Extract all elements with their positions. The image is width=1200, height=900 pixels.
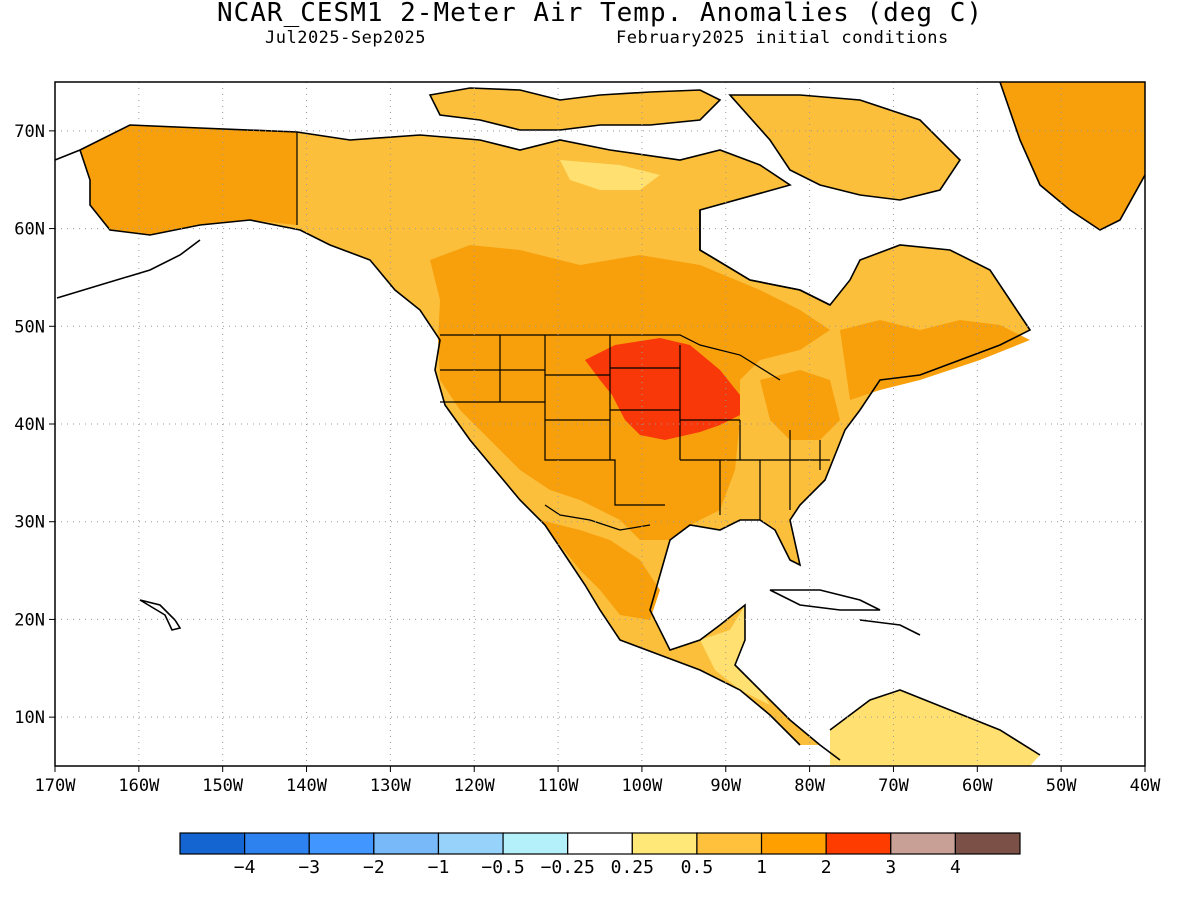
longitude-tick-label: 70W [878,776,909,796]
colorbar-swatch [567,832,633,855]
longitude-ticks: 170W 160W 150W 140W 130W 120W 110W 100W 90W 80W 70… [35,766,1161,796]
colorbar-label: 0.5 [681,857,714,878]
longitude-tick-label: 140W [286,776,328,796]
longitude-tick-label: 60W [962,776,993,796]
colorbar-swatch [179,832,246,855]
colorbar-swatch [825,832,892,855]
colorbar-label: 2 [821,857,832,878]
anomaly-0-25-to-0-5 [560,160,770,705]
map-title: NCAR_CESM1 2-Meter Air Temp. Anomalies (… [216,0,984,28]
initial-conditions: February2025 initial conditions [616,28,949,48]
colorbar-label: 1 [756,857,767,878]
colorbar-label: −3 [298,857,320,878]
colorbar-label: −2 [363,857,385,878]
latitude-tick-label: 70N [14,122,45,142]
colorbar-swatch [954,832,1021,855]
coastlines [55,82,1145,761]
colorbar-swatch [890,832,956,855]
anomaly-2-to-3 [585,338,740,440]
longitude-tick-label: 110W [538,776,580,796]
latitude-tick-label: 30N [14,513,45,533]
colorbar-swatch [308,832,375,855]
latitude-tick-label: 40N [14,415,45,435]
colorbar-label: −0.5 [481,857,524,878]
latitude-tick-label: 20N [14,610,45,630]
latitude-tick-label: 60N [14,220,45,240]
latitude-tick-label: 10N [14,708,45,728]
colorbar-label: 0.25 [611,857,654,878]
colorbar-swatch [437,832,504,855]
map-area [55,82,1145,766]
longitude-tick-label: 150W [202,776,244,796]
graticule [55,82,1145,766]
colorbar-label: 3 [885,857,896,878]
colorbar-swatch [760,832,827,855]
longitude-tick-label: 100W [621,776,663,796]
latitude-tick-label: 50N [14,317,45,337]
longitude-tick-label: 50W [1046,776,1077,796]
colorbar-swatch [631,832,698,855]
longitude-tick-label: 130W [370,776,412,796]
colorbar-swatch [502,832,569,855]
colorbar-swatch [373,832,440,855]
colorbar-label: −4 [234,857,256,878]
colorbar-swatch [244,832,310,855]
colorbar: −4 −3 −2 −1 −0.5 −0.25 0.25 0.5 1 2 3 4 [179,832,1021,878]
longitude-tick-label: 40W [1130,776,1161,796]
latitude-ticks: 10N 20N 30N 40N 50N 60N 70N [14,122,55,728]
colorbar-swatch [696,832,763,855]
longitude-tick-label: 80W [794,776,825,796]
longitude-tick-label: 90W [710,776,741,796]
colorbar-label: 4 [950,857,961,878]
longitude-tick-label: 170W [35,776,77,796]
longitude-tick-label: 120W [454,776,496,796]
colorbar-label: −1 [428,857,450,878]
longitude-tick-label: 160W [118,776,160,796]
forecast-period: Jul2025-Sep2025 [265,28,427,48]
colorbar-label: −0.25 [541,857,595,878]
political-borders [296,132,830,531]
